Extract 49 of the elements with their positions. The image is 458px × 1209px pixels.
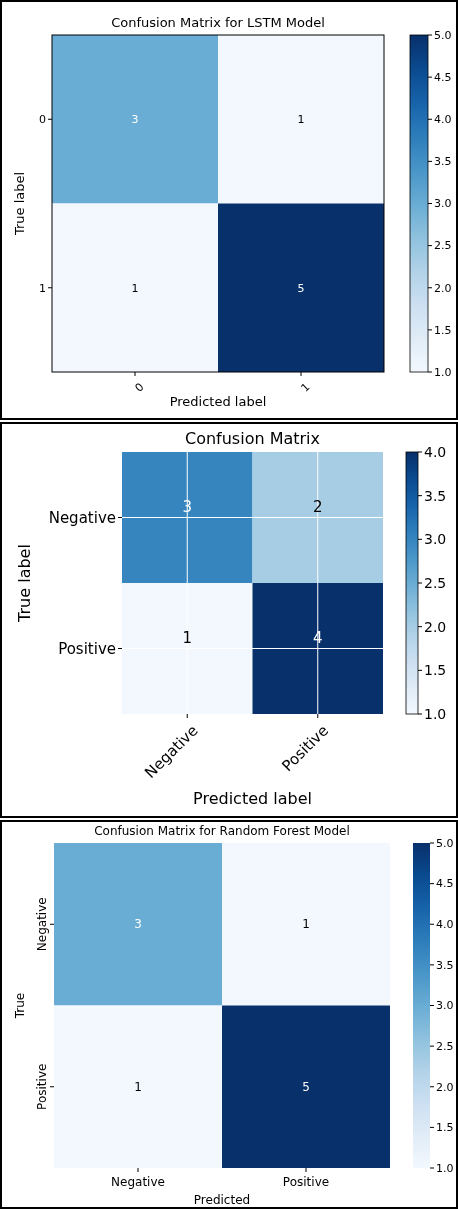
data-label: 1	[302, 917, 310, 932]
color-bar-label: 4.5	[434, 70, 452, 84]
color-bar-label: 4.0	[424, 443, 447, 460]
color-bar-label: 1.5	[424, 662, 447, 679]
color-bar-label: 1.5	[434, 323, 452, 337]
data-label: 1	[297, 113, 305, 127]
color-bar-label: 1.5	[436, 1121, 454, 1135]
y-axis-title: True label	[15, 544, 34, 623]
x-axis-title: Predicted label	[193, 789, 312, 808]
color-bar-label: 4.0	[434, 113, 452, 127]
color-bar-label: 5.0	[434, 28, 452, 42]
data-label: 3	[131, 113, 139, 127]
y-axis-title: True	[13, 992, 27, 1020]
color-bar-label: 2.5	[436, 1039, 454, 1053]
x-axis-title: Predicted	[193, 1193, 251, 1207]
y-tick-label: Negative	[35, 897, 49, 952]
data-label: 2	[312, 497, 323, 516]
color-bar-label: 2.5	[424, 574, 447, 591]
chart-title: Confusion Matrix for LSTM Model	[111, 15, 325, 30]
color-bar-label: 2.0	[424, 618, 447, 635]
y-axis-title: True label	[12, 171, 27, 237]
color-bar-label: 5.0	[436, 836, 454, 850]
color-bar-label: 1.0	[424, 705, 447, 722]
y-tick-label: Positive	[35, 1063, 49, 1110]
data-label: 1	[182, 628, 193, 647]
color-bar-label: 2.5	[434, 239, 452, 253]
data-label: 3	[134, 917, 142, 932]
color-bar-label: 2.0	[436, 1080, 454, 1094]
color-bar-label: 4.0	[436, 918, 454, 932]
data-label: 5	[302, 1079, 310, 1094]
color-bar-label: 3.0	[436, 999, 454, 1013]
color-bar-label: 1.0	[436, 1161, 454, 1175]
color-bar-label: 2.0	[434, 281, 452, 295]
data-label: 5	[297, 281, 305, 295]
color-bar-label: 3.5	[434, 155, 452, 169]
chart-title: Confusion Matrix	[184, 429, 321, 448]
color-bar-label: 3.5	[436, 958, 454, 972]
y-tick-label: Negative	[48, 508, 116, 527]
data-label: 1	[131, 281, 139, 295]
chart-title: Confusion Matrix for Random Forest Model	[94, 824, 350, 838]
color-bar-label: 3.0	[424, 531, 447, 548]
y-tick-label: 0	[39, 113, 46, 127]
color-bar-label: 3.0	[434, 197, 452, 211]
color-bar-label: 3.5	[424, 487, 447, 504]
data-label: 1	[134, 1079, 142, 1094]
x-axis-title: Predicted label	[169, 394, 267, 409]
color-bar-label: 4.5	[436, 877, 454, 891]
color-bar-label: 1.0	[434, 365, 452, 379]
y-tick-label: 1	[39, 281, 46, 295]
